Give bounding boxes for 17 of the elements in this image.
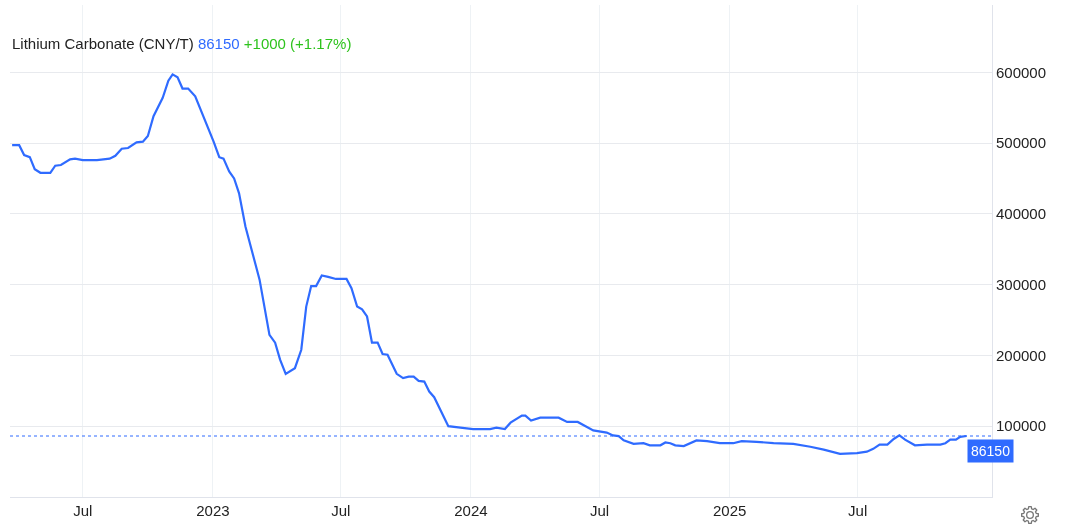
x-tick-label: Jul — [848, 502, 868, 519]
y-tick-label: 400000 — [996, 205, 1047, 223]
annotation: 86150 — [197, 35, 240, 52]
text: Lithium Carbonate (CNY/T) — [12, 35, 194, 52]
y-tick-label: 200000 — [996, 346, 1047, 364]
y-tick-label: 100000 — [996, 417, 1047, 435]
x-tick-label: 2024 — [454, 502, 488, 519]
y-tick-label: 300000 — [996, 275, 1047, 293]
annotation: 86150 — [971, 443, 1011, 459]
y-tick-label: 600000 — [996, 63, 1047, 81]
y-tick-label: 500000 — [996, 134, 1047, 152]
x-tick-label: 2023 — [196, 502, 230, 519]
x-tick-label: Jul — [590, 502, 610, 519]
x-tick-label: Jul — [73, 502, 93, 519]
annotation: +1000 (+1.17%) — [243, 35, 352, 52]
x-tick-label: Jul — [331, 502, 351, 519]
x-tick-label: 2025 — [713, 502, 747, 519]
